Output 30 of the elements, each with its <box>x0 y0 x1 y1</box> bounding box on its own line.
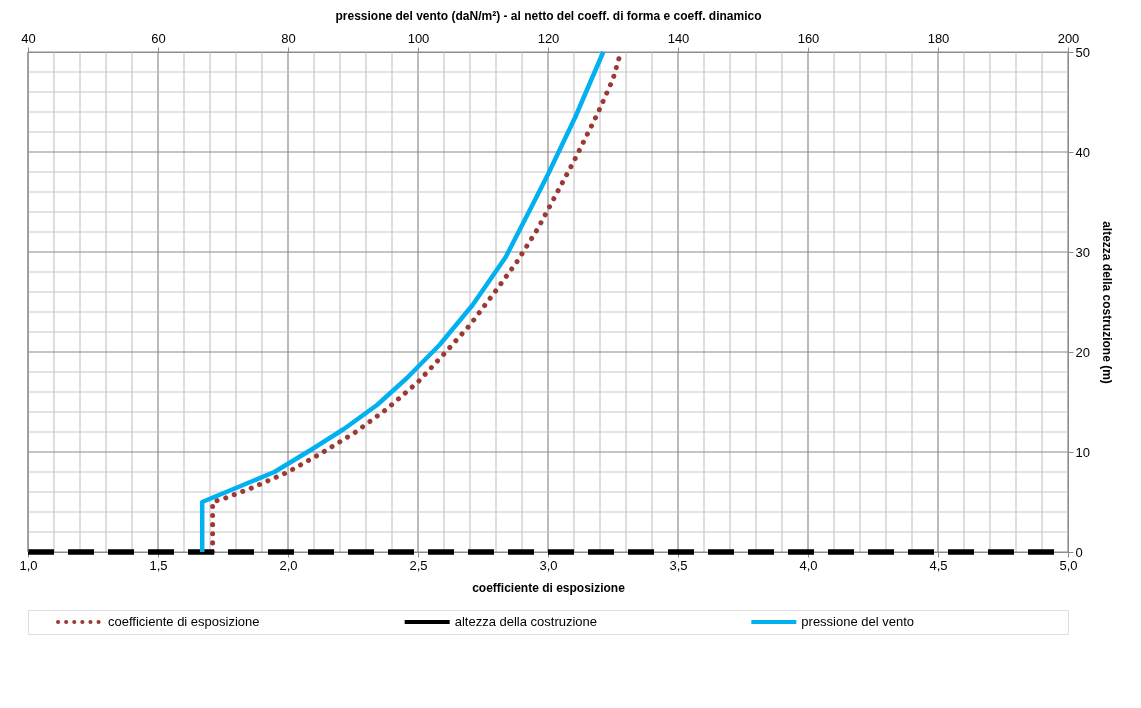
y-tick-label: 50 <box>1075 44 1090 60</box>
y-tick-label: 20 <box>1075 344 1090 360</box>
x2-tick-label: 180 <box>927 30 950 46</box>
x-tick-label: 5,0 <box>1059 557 1078 573</box>
x-tick-label: 2,5 <box>409 557 428 573</box>
y-tick-label: 30 <box>1075 244 1090 260</box>
legend-label: pressione del vento <box>801 614 915 629</box>
y-tick-label: 40 <box>1075 144 1090 160</box>
x2-tick-label: 200 <box>1057 30 1080 46</box>
legend-label: coefficiente di esposizione <box>108 614 260 629</box>
x-tick-label: 4,5 <box>929 557 948 573</box>
x2-tick-label: 80 <box>281 30 296 46</box>
x2-tick-label: 100 <box>407 30 430 46</box>
y-tick-label: 10 <box>1075 444 1090 460</box>
y-axis-title: altezza della costruzione (m) <box>1099 221 1114 384</box>
x2-tick-label: 120 <box>537 30 560 46</box>
legend-label: altezza della costruzione <box>454 614 598 629</box>
x2-axis-title: pressione del vento (daN/m²) - al netto del coeff. di forma e coeff. dinamico <box>335 8 762 23</box>
x2-tick-label: 60 <box>151 30 166 46</box>
x-tick-label: 2,0 <box>279 557 298 573</box>
x2-tick-label: 160 <box>797 30 820 46</box>
x2-tick-label: 40 <box>21 30 36 46</box>
x-axis-title: coefficiente di esposizione <box>472 580 626 595</box>
x-tick-label: 1,0 <box>19 557 38 573</box>
x-tick-label: 4,0 <box>799 557 818 573</box>
x-tick-label: 3,5 <box>669 557 688 573</box>
y-tick-label: 0 <box>1075 544 1083 560</box>
x-tick-label: 1,5 <box>149 557 168 573</box>
x2-tick-label: 140 <box>667 30 690 46</box>
x-tick-label: 3,0 <box>539 557 558 573</box>
